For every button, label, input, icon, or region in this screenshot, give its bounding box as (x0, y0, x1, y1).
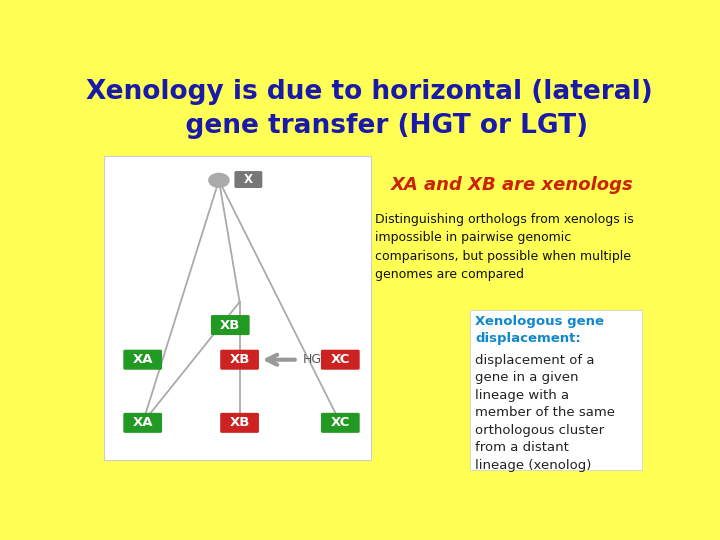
Text: XB: XB (220, 319, 240, 332)
FancyBboxPatch shape (469, 309, 642, 470)
FancyBboxPatch shape (220, 350, 259, 370)
Text: XA: XA (132, 416, 153, 429)
Text: gene transfer (HGT or LGT): gene transfer (HGT or LGT) (150, 112, 588, 139)
Text: X: X (244, 173, 253, 186)
Text: HGT: HGT (302, 353, 329, 366)
Text: XB: XB (230, 416, 250, 429)
FancyBboxPatch shape (211, 315, 250, 335)
Text: Distinguishing orthologs from xenologs is
impossible in pairwise genomic
compari: Distinguishing orthologs from xenologs i… (375, 213, 634, 281)
Text: Xenology is due to horizontal (lateral): Xenology is due to horizontal (lateral) (86, 79, 652, 105)
FancyBboxPatch shape (123, 413, 162, 433)
Ellipse shape (209, 173, 229, 187)
FancyBboxPatch shape (220, 413, 259, 433)
Text: XC: XC (330, 416, 350, 429)
Text: Xenologous gene
displacement:: Xenologous gene displacement: (475, 315, 604, 345)
Text: XA: XA (132, 353, 153, 366)
FancyBboxPatch shape (321, 413, 360, 433)
FancyBboxPatch shape (123, 350, 162, 370)
Text: XA and XB are xenologs: XA and XB are xenologs (391, 177, 634, 194)
FancyBboxPatch shape (321, 350, 360, 370)
FancyBboxPatch shape (235, 171, 262, 188)
Text: XC: XC (330, 353, 350, 366)
Text: XB: XB (230, 353, 250, 366)
FancyBboxPatch shape (104, 156, 372, 460)
Text: displacement of a
gene in a given
lineage with a
member of the same
orthologous : displacement of a gene in a given lineag… (475, 354, 615, 471)
